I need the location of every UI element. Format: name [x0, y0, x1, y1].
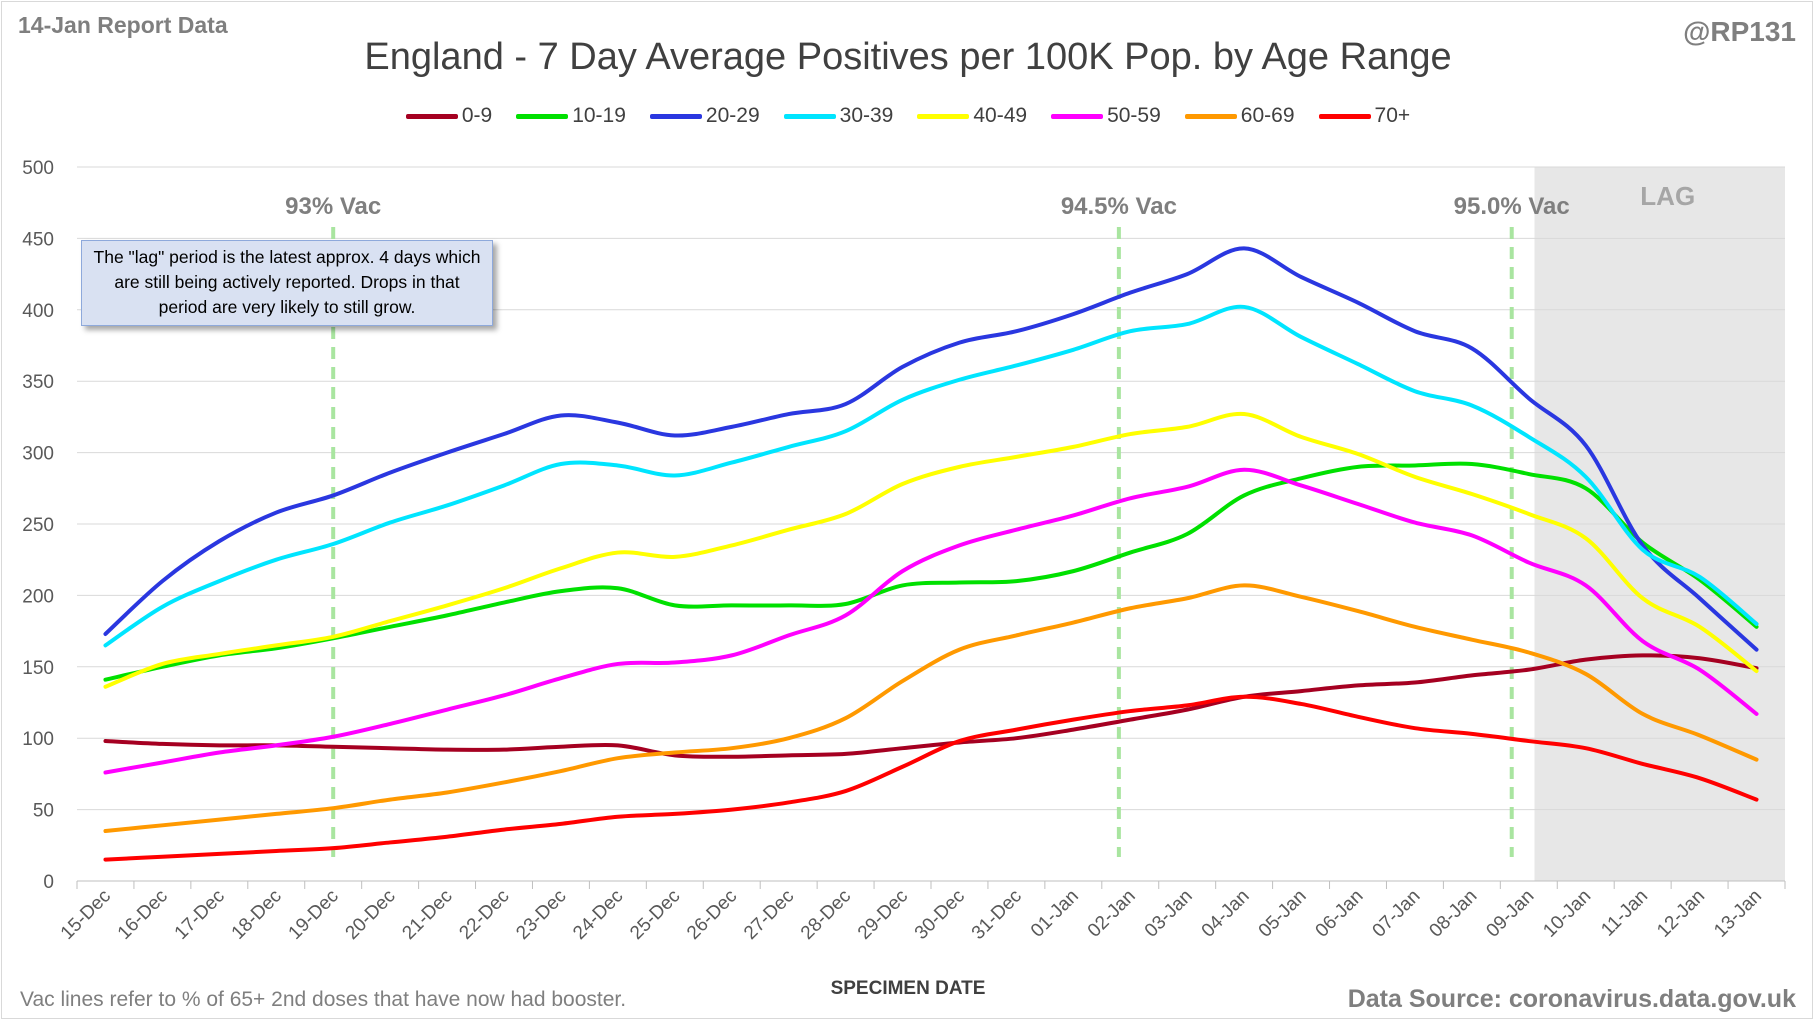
legend-swatch [1184, 113, 1237, 119]
series-line-70plus [103, 694, 1759, 862]
x-tick-label: 06-Jan [1312, 886, 1368, 942]
legend-item: 0-9 [405, 104, 493, 128]
y-tick-label: 200 [22, 586, 54, 607]
legend-label: 60-69 [1240, 104, 1295, 127]
legend-swatch [917, 113, 970, 119]
y-tick-label: 350 [22, 372, 54, 393]
x-tick-label: 24-Dec [569, 886, 627, 944]
legend-item: 70+ [1318, 104, 1411, 128]
legend-item: 60-69 [1184, 104, 1295, 128]
legend-label: 30-39 [839, 104, 894, 127]
vac-line-label: 95.0% Vac [1454, 193, 1570, 220]
legend-item: 40-49 [917, 104, 1027, 128]
x-tick-label: 26-Dec [683, 886, 741, 944]
x-tick-label: 03-Jan [1141, 886, 1197, 942]
legend-label: 10-19 [572, 104, 626, 127]
y-tick-label: 50 [33, 801, 54, 822]
legend-item: 20-29 [649, 104, 760, 128]
x-tick-label: 01-Jan [1027, 886, 1083, 942]
x-tick-label: 21-Dec [398, 886, 456, 944]
x-tick-label: 10-Jan [1539, 886, 1595, 942]
chart-title: England - 7 Day Average Positives per 10… [364, 36, 1452, 78]
lag-label: LAG [1640, 181, 1695, 211]
y-tick-label: 500 [22, 158, 54, 179]
legend-swatch [516, 113, 569, 119]
legend-swatch [1318, 113, 1371, 119]
chart-legend: 0-9 10-19 20-29 30-39 40-49 50-59 60-69 70+ [0, 104, 1816, 128]
x-tick-label: 30-Dec [911, 886, 969, 944]
legend-label: 0-9 [461, 104, 493, 127]
legend-label: 70+ [1374, 104, 1411, 127]
series-line-50-59 [103, 467, 1759, 775]
y-tick-label: 400 [22, 301, 54, 322]
x-tick-label: 27-Dec [740, 886, 798, 944]
x-tick-label: 20-Dec [342, 886, 400, 944]
x-tick-label: 04-Jan [1198, 886, 1254, 942]
x-tick-label: 23-Dec [512, 886, 570, 944]
legend-item: 50-59 [1051, 104, 1161, 128]
x-tick-label: 19-Dec [285, 886, 343, 944]
series-line-60-69 [103, 583, 1759, 834]
x-tick-label: 22-Dec [455, 886, 513, 944]
x-tick-label: 29-Dec [854, 886, 912, 944]
x-tick-label: 18-Dec [228, 886, 286, 944]
legend-item: 30-39 [783, 104, 894, 128]
series-line-10-19 [103, 461, 1759, 682]
series-line-40-49 [103, 411, 1759, 689]
vac-line-label: 94.5% Vac [1061, 193, 1177, 220]
legend-label: 40-49 [973, 104, 1028, 127]
legend-label: 50-59 [1107, 104, 1161, 127]
legend-item: 10-19 [516, 104, 626, 128]
y-tick-label: 100 [22, 729, 54, 750]
x-tick-label: 12-Jan [1653, 886, 1709, 942]
x-tick-label: 28-Dec [797, 886, 855, 944]
author-handle: @RP131 [1683, 16, 1796, 47]
footnote: Vac lines refer to % of 65+ 2nd doses th… [20, 988, 627, 1011]
x-tick-label: 11-Jan [1597, 886, 1652, 941]
x-tick-label: 09-Jan [1482, 886, 1538, 942]
x-tick-label: 25-Dec [626, 886, 684, 944]
lag-note-box: The "lag" period is the latest approx. 4… [81, 240, 493, 326]
legend-label: 20-29 [705, 104, 760, 127]
x-tick-label: 07-Jan [1369, 886, 1425, 942]
y-tick-label: 300 [22, 444, 54, 465]
series-line-0-9 [103, 653, 1759, 759]
x-tick-label: 05-Jan [1255, 886, 1311, 942]
vac-line-label: 93% Vac [285, 193, 381, 220]
series-line-30-39 [103, 304, 1759, 648]
x-tick-label: 17-Dec [171, 886, 229, 944]
x-axis-label: SPECIMEN DATE [830, 978, 986, 999]
report-date-label: 14-Jan Report Data [18, 12, 228, 38]
series-line-20-29 [103, 246, 1759, 652]
x-tick-label: 13-Jan [1710, 886, 1766, 942]
legend-swatch [405, 113, 458, 119]
x-tick-label: 16-Dec [114, 886, 172, 944]
data-source: Data Source: coronavirus.data.gov.uk [1347, 985, 1796, 1013]
legend-swatch [783, 113, 836, 119]
x-tick-label: 15-Dec [57, 886, 115, 944]
x-tick-label: 08-Jan [1425, 886, 1481, 942]
y-tick-label: 0 [43, 872, 54, 893]
x-tick-label: 02-Jan [1084, 886, 1140, 942]
y-tick-label: 150 [22, 658, 54, 679]
x-tick-label: 31-Dec [968, 886, 1026, 944]
legend-swatch [1051, 113, 1104, 119]
y-tick-label: 450 [22, 229, 54, 250]
y-tick-label: 250 [22, 515, 54, 536]
legend-swatch [649, 113, 702, 119]
